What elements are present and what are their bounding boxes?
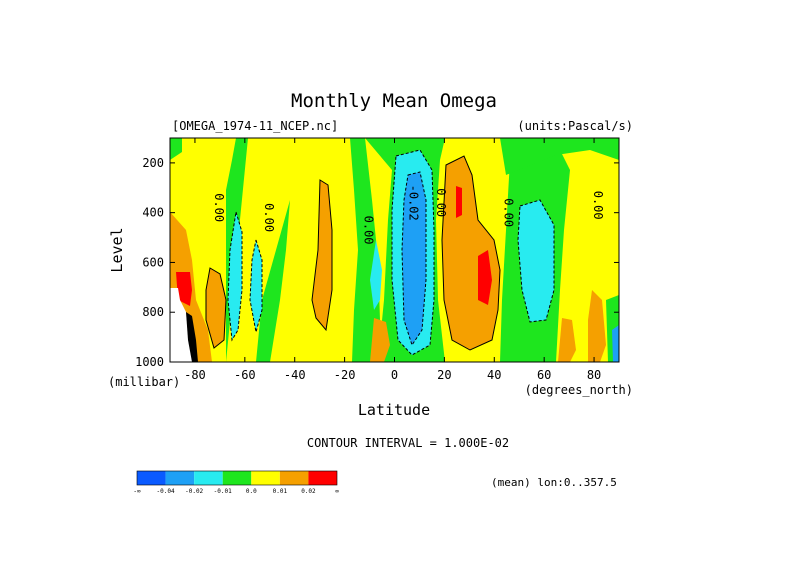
contour-interval: CONTOUR INTERVAL = 1.000E-02 (307, 436, 509, 450)
colorbar-label: -0.02 (185, 488, 203, 495)
y-tick-label: 200 (142, 156, 164, 170)
colorbar-label: -0.01 (214, 488, 232, 495)
y-tick-label: 1000 (135, 355, 164, 369)
contour-line (391, 149, 435, 356)
field-lightblue-edge (612, 325, 619, 362)
x-tick-label: 0 (391, 368, 398, 382)
contour-label: 0.00 (434, 188, 448, 217)
y-axis: 200 400 600 800 1000 (135, 156, 619, 369)
field-red-2 (456, 186, 462, 218)
field-cyan-3 (370, 240, 382, 310)
colorbar-swatch (308, 471, 337, 485)
colorbar-swatch (165, 471, 195, 485)
x-tick-label: 40 (487, 368, 501, 382)
field-orange-nh-high (588, 290, 606, 362)
colorbar-frame (136, 470, 338, 486)
colorbar-label: 0.01 (273, 488, 288, 495)
contour-line (249, 239, 263, 333)
colorbar-swatch (279, 471, 309, 485)
colorbar-swatch (194, 471, 223, 485)
x-tick-label: 60 (537, 368, 551, 382)
x-tick-label: -60 (234, 368, 256, 382)
field-orange-midlat (312, 180, 332, 330)
field-cyan-2 (250, 240, 262, 332)
colorbar-label: -∞ (133, 488, 141, 495)
field-green-top-right (500, 138, 619, 175)
colorbar-swatch (137, 471, 166, 485)
contour-line (517, 199, 555, 323)
contour-label: 0.00 (362, 216, 376, 245)
field-red-3 (478, 250, 492, 305)
y-units-label: (millibar) (108, 375, 180, 389)
x-tick-label: 80 (587, 368, 601, 382)
field-orange-tropics-sh (370, 318, 390, 362)
contour-label-layer: 0.00 0.00 0.00 -0.02 0.00 0.00 0.00 (212, 185, 605, 245)
contour-label: 0.00 (501, 198, 515, 227)
colorbar-label: -0.04 (157, 488, 175, 495)
contour-fields (170, 138, 619, 362)
field-orange-nh-low (558, 318, 576, 362)
contour-label: 0.00 (212, 193, 226, 222)
field-green-sh-high (170, 138, 182, 160)
contour-line (311, 179, 333, 332)
x-tick-label: -20 (334, 368, 356, 382)
x-tick-label: -80 (184, 368, 206, 382)
field-red-1 (176, 272, 192, 306)
x-tick-label: 20 (437, 368, 451, 382)
y-tick-label: 800 (142, 305, 164, 319)
x-units-label: (degrees_north) (525, 383, 633, 397)
field-black-contours (186, 312, 198, 362)
x-axis-label: Latitude (358, 401, 430, 419)
colorbar-swatch (222, 471, 252, 485)
contour-line (401, 171, 427, 347)
y-axis-label: Level (108, 227, 126, 272)
field-mask (170, 288, 194, 362)
field-orange-sh-mid (206, 268, 226, 348)
colorbar: -∞ -0.04 -0.02 -0.01 0.0 0.01 0.02 ∞ (133, 470, 339, 495)
contour-line (227, 211, 243, 342)
x-tick-label: -40 (284, 368, 306, 382)
field-green-band-2 (350, 138, 380, 362)
field-cyan-5 (518, 200, 554, 322)
contour-label: -0.02 (406, 185, 420, 221)
units-label: (units:Pascal/s) (517, 119, 633, 133)
chart-title: Monthly Mean Omega (291, 90, 497, 112)
colorbar-label: ∞ (335, 488, 339, 495)
contour-line (205, 267, 227, 349)
x-axis: -80 -60 -40 -20 0 20 40 60 80 (184, 138, 601, 382)
contour-line (441, 155, 501, 351)
colorbar-label: 0.02 (301, 488, 316, 495)
y-tick-label: 600 (142, 255, 164, 269)
mean-note: (mean) lon:0..357.5 (491, 476, 617, 489)
field-blue-core (402, 172, 426, 345)
colorbar-label: 0.0 (246, 488, 257, 495)
colorbar-swatch (251, 471, 280, 485)
dataset-label: [OMEGA_1974-11_NCEP.nc] (172, 119, 338, 133)
y-tick-label: 400 (142, 206, 164, 220)
contour-label: 0.00 (591, 191, 605, 220)
field-cyan-1 (228, 212, 242, 340)
contour-label: 0.00 (262, 203, 276, 232)
